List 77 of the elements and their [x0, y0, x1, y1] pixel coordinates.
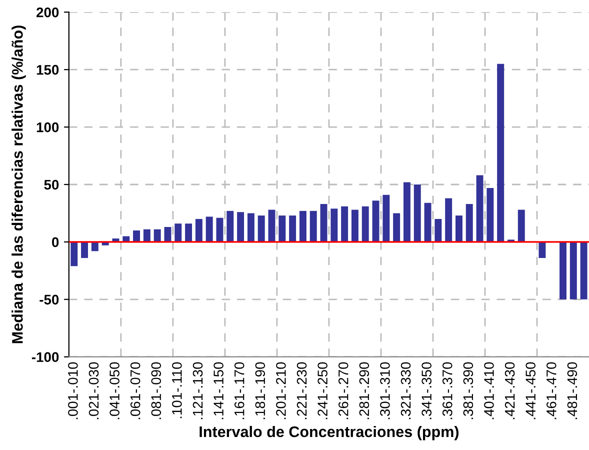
bar [393, 213, 400, 242]
bar [330, 208, 338, 242]
y-tick-label: -50 [40, 294, 59, 305]
y-tick-label: 200 [36, 7, 59, 18]
x-tick-label: .021-.030 [88, 362, 99, 420]
bar [362, 206, 369, 242]
x-tick-label: .101-.110 [172, 362, 182, 418]
bar [466, 204, 473, 242]
x-tick-label: .421-.430 [504, 362, 515, 420]
y-tick-label: 0 [52, 237, 59, 248]
bar [320, 204, 328, 242]
x-tick-label: .301-.310 [380, 362, 390, 420]
bar [382, 194, 390, 242]
bar [372, 200, 380, 242]
bar [268, 210, 276, 242]
bar [434, 218, 442, 242]
bar [403, 182, 410, 242]
bar [81, 242, 88, 258]
bar [299, 210, 306, 242]
bar [164, 227, 172, 242]
bar [455, 216, 462, 242]
x-axis-title: Intervalo de Concentraciones (ppm) [200, 426, 459, 440]
bar [351, 210, 358, 242]
x-tick-label: .001-.010 [68, 362, 78, 420]
bar [445, 198, 452, 242]
x-tick-label: .141-.150 [214, 362, 224, 420]
x-tick-label: .441-.450 [526, 362, 536, 420]
bar [143, 229, 150, 242]
bar [154, 229, 161, 242]
x-tick-label: .361-.370 [442, 362, 452, 420]
y-tick-label: 50 [44, 180, 59, 190]
bar [560, 242, 566, 300]
x-tick-label: .461-.470 [546, 362, 556, 420]
x-tick-label: .081-.090 [151, 362, 162, 420]
bar [258, 216, 265, 242]
x-tick-label: .181-.190 [255, 362, 266, 420]
x-tick-label: .481-.490 [567, 362, 578, 420]
bar [580, 242, 588, 300]
bar [174, 224, 182, 242]
x-tick-label: .161-.170 [234, 362, 244, 420]
bar [237, 212, 244, 242]
bar [414, 184, 421, 242]
x-tick-label: .121-.130 [192, 362, 203, 420]
bar [206, 216, 213, 242]
bar [518, 210, 525, 242]
bar [185, 224, 192, 242]
x-tick-label: .221-.230 [296, 362, 307, 420]
bar [538, 242, 546, 258]
x-tick-label: .341-.350 [422, 362, 432, 420]
x-tick-label: .401-.410 [484, 362, 494, 420]
bar [133, 230, 140, 242]
x-tick-label: .061-.070 [130, 362, 140, 420]
x-tick-label: .041-.050 [110, 362, 120, 420]
y-tick-label: 100 [36, 122, 59, 132]
bar [226, 210, 234, 242]
bar [341, 206, 348, 242]
x-tick-label: .281-.290 [359, 362, 370, 420]
bar [70, 242, 78, 266]
y-axis-title: Mediana de las diferencias relativas (%/año) [12, 26, 26, 344]
bar [310, 210, 317, 242]
bar [497, 64, 504, 242]
y-tick-label: 150 [36, 64, 59, 75]
bar [289, 216, 296, 242]
bar [570, 242, 577, 300]
bar [424, 202, 432, 242]
bar [486, 188, 494, 242]
bar [91, 242, 98, 252]
x-tick-label: .261-.270 [338, 362, 348, 420]
y-tick-label: -100 [32, 352, 59, 362]
bar [247, 213, 254, 242]
x-tick-label: .201-.210 [276, 362, 286, 420]
x-tick-label: .241-.250 [318, 362, 328, 420]
bar [278, 216, 286, 242]
x-tick-label: .381-.390 [463, 362, 474, 420]
bar [476, 175, 484, 242]
x-tick-label: .321-.330 [400, 362, 411, 420]
bar [195, 218, 202, 242]
